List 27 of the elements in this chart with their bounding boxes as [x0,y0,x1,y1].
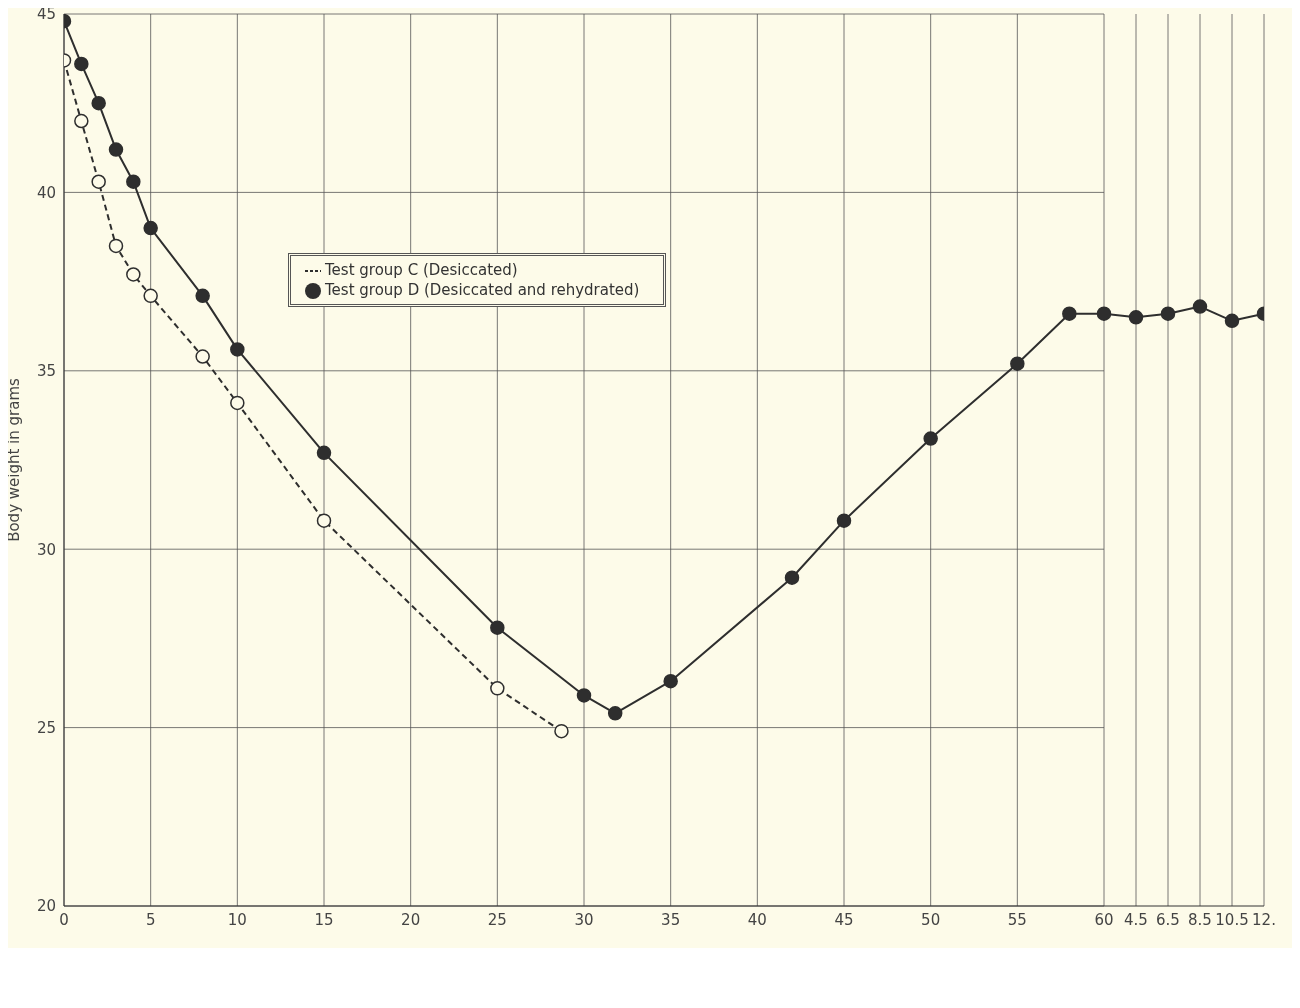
y-tick-label: 30 [36,540,56,559]
x-tick-label: 35 [661,910,681,929]
legend-label: Test group D (Desiccated and rehydrated) [325,281,640,299]
x-tick-label: 4.5 [1124,910,1148,929]
x-tick-label: 5 [145,910,156,929]
x-tick-label: 45 [834,910,854,929]
y-tick-label: 20 [36,897,56,916]
y-tick-label: 35 [36,362,56,381]
x-tick-label: 10 [227,910,247,929]
x-tick-label: 40 [747,910,767,929]
x-tick-label: 20 [401,910,421,929]
x-tick-label: 0 [59,910,69,929]
x-tick-label: 15 [314,910,334,929]
x-tick-label: 10.5 [1215,910,1249,929]
y-tick-label: 40 [36,183,56,202]
x-tick-label: 25 [487,910,507,929]
x-tick-label: 60 [1094,910,1114,929]
x-tick-label: 12. [1252,910,1276,929]
y-axis-title: Body weight in grams [5,377,24,542]
legend-label: Test group C (Desiccated) [325,261,518,279]
x-tick-label: 8.5 [1188,910,1212,929]
x-tick-label: 50 [921,910,941,929]
x-tick-label: 30 [574,910,594,929]
y-tick-label: 45 [36,5,56,24]
x-tick-label: 6.5 [1156,910,1180,929]
y-tick-label: 25 [36,718,56,737]
x-tick-label: 55 [1007,910,1027,929]
